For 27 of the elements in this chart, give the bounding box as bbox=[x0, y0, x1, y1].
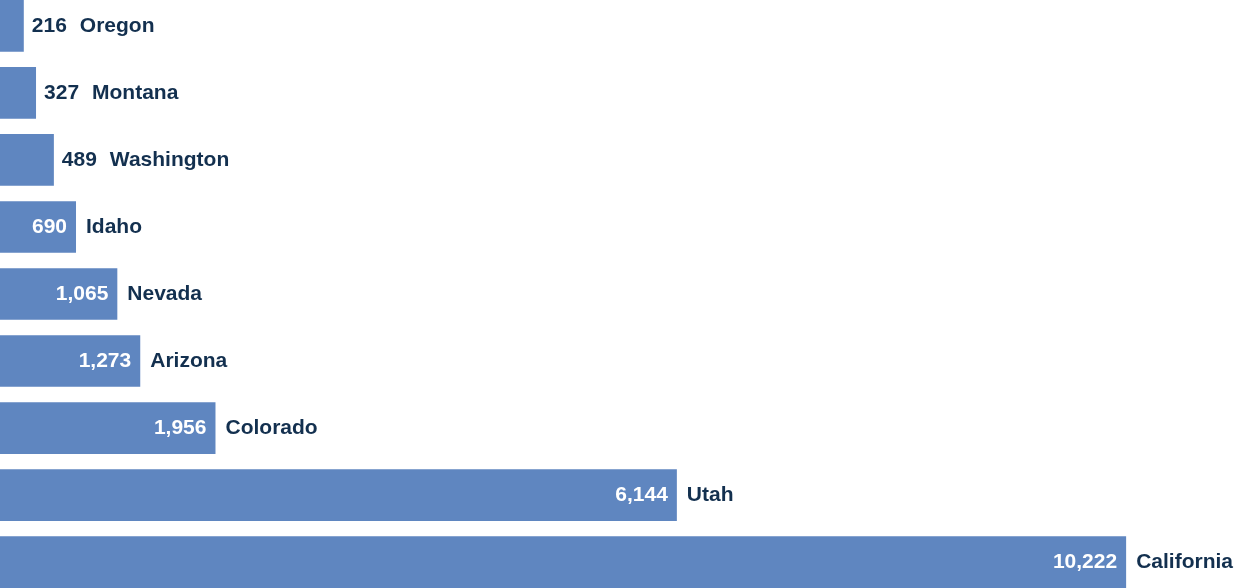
bar bbox=[0, 268, 118, 320]
data-label: 10,222 bbox=[1052, 549, 1118, 573]
y-tick-label: Montana bbox=[92, 79, 179, 103]
bar bbox=[0, 134, 54, 186]
data-label: 327 bbox=[44, 79, 80, 103]
y-tick-label: Washington bbox=[109, 146, 230, 170]
y-tick-label: Nevada bbox=[127, 281, 203, 304]
data-label: 690 bbox=[31, 213, 68, 237]
bar bbox=[0, 536, 1127, 588]
y-tick-label: Utah bbox=[686, 482, 734, 506]
data-label: 216 bbox=[31, 12, 67, 36]
data-label: 6,144 bbox=[615, 482, 669, 506]
data-label: 1,956 bbox=[153, 415, 207, 439]
data-label: 1,065 bbox=[55, 281, 109, 304]
bar bbox=[0, 402, 216, 454]
bar bbox=[0, 335, 141, 387]
bar bbox=[0, 201, 77, 253]
bar bbox=[0, 67, 37, 119]
bar bbox=[0, 0, 24, 52]
data-label: 1,273 bbox=[78, 348, 132, 372]
y-tick-label: Colorado bbox=[225, 415, 318, 439]
y-tick-label: Oregon bbox=[79, 12, 155, 36]
data-label: 489 bbox=[61, 146, 97, 170]
y-tick-label: California bbox=[1136, 549, 1234, 573]
bar bbox=[0, 469, 677, 521]
y-tick-label: Arizona bbox=[150, 348, 228, 372]
y-tick-label: Idaho bbox=[86, 213, 143, 237]
